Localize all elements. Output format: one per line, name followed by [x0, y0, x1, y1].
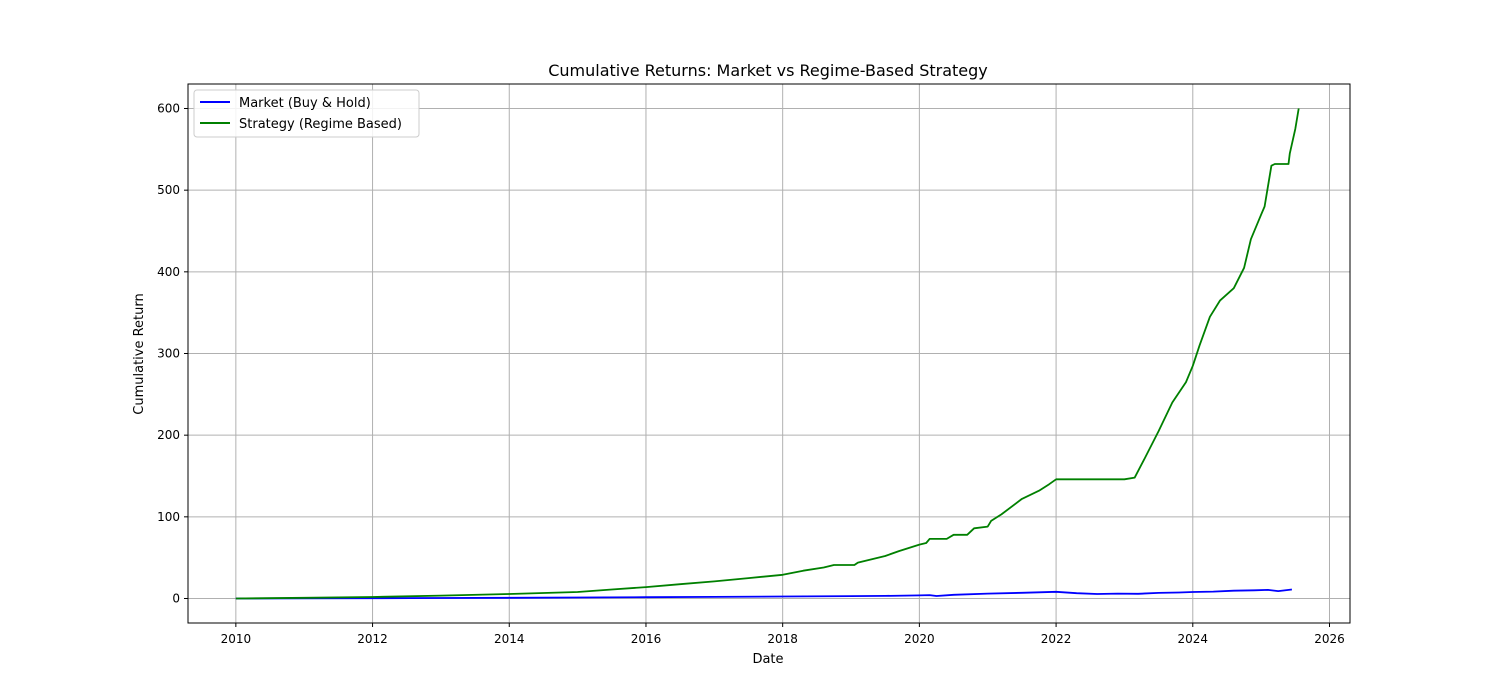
series-line-strategy	[235, 108, 1300, 600]
x-axis-label: Date	[752, 652, 783, 667]
y-tick-label: 100	[157, 510, 180, 524]
legend-box	[193, 89, 420, 138]
y-axis-ticks: 0 100 200 300 400 500 600	[157, 102, 188, 606]
chart-title: Cumulative Returns: Market vs Regime-Bas…	[548, 61, 988, 80]
y-axis-label: Cumulative Return	[132, 293, 147, 414]
grid	[188, 84, 1350, 623]
y-tick-label: 400	[157, 265, 180, 279]
x-tick-label: 2024	[1178, 632, 1209, 646]
y-tick-label: 300	[157, 347, 180, 361]
x-axis-ticks: 2010 2012 2014 2016 2018 2020 2022 2024 2026	[221, 623, 1345, 646]
legend-label-market: Market (Buy & Hold)	[239, 96, 371, 111]
x-tick-label: 2020	[904, 632, 935, 646]
series-lines	[235, 108, 1300, 600]
y-tick-label: 600	[157, 102, 180, 116]
y-tick-label: 0	[172, 592, 180, 606]
x-tick-label: 2022	[1041, 632, 1072, 646]
x-tick-label: 2012	[357, 632, 388, 646]
x-tick-label: 2016	[631, 632, 662, 646]
y-tick-label: 500	[157, 183, 180, 197]
series-line-market	[235, 588, 1293, 600]
legend: Market (Buy & Hold) Strategy (Regime Bas…	[193, 89, 420, 138]
legend-label-strategy: Strategy (Regime Based)	[239, 117, 402, 132]
x-tick-label: 2018	[767, 632, 798, 646]
x-tick-label: 2026	[1314, 632, 1345, 646]
y-tick-label: 200	[157, 428, 180, 442]
x-tick-label: 2014	[494, 632, 525, 646]
x-tick-label: 2010	[221, 632, 252, 646]
